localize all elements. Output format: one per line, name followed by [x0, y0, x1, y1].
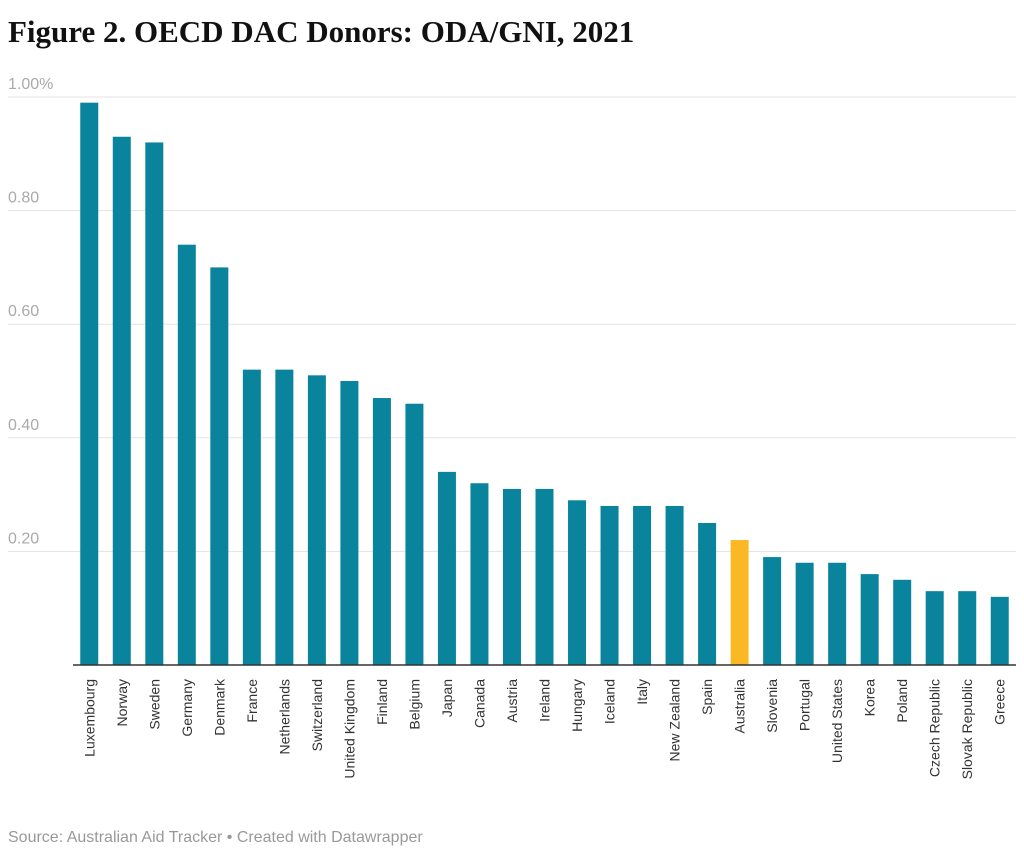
bar	[307, 375, 326, 665]
x-tick-label: Slovenia	[764, 679, 780, 733]
source-note: Source: Australian Aid Tracker • Created…	[8, 829, 423, 846]
bar	[145, 142, 164, 665]
bar	[405, 403, 424, 665]
bar	[437, 471, 456, 665]
bar	[990, 596, 1009, 665]
bar	[470, 483, 489, 665]
bar	[600, 505, 619, 665]
x-tick-label: Netherlands	[276, 679, 292, 755]
bar	[633, 505, 652, 665]
x-tick-label: Ireland	[537, 679, 553, 722]
x-tick-label: Greece	[992, 679, 1008, 725]
x-tick-label: Germany	[179, 679, 195, 737]
y-tick-label: 0.60	[8, 303, 39, 320]
y-tick-label: 0.20	[8, 530, 39, 547]
bar	[893, 579, 912, 665]
bar	[340, 381, 359, 665]
chart-title: Figure 2. OECD DAC Donors: ODA/GNI, 2021	[8, 14, 634, 49]
x-tick-label: Austria	[504, 679, 520, 723]
bar	[80, 102, 99, 666]
x-tick-label: Iceland	[602, 679, 618, 724]
x-tick-label: Italy	[634, 679, 650, 705]
y-tick-label: 1.00%	[8, 76, 53, 93]
bar	[568, 500, 587, 665]
bar	[372, 398, 391, 665]
y-tick-label: 0.40	[8, 417, 39, 434]
x-tick-label: France	[244, 679, 260, 723]
bar	[242, 369, 261, 665]
bar	[275, 369, 294, 665]
x-tick-label: Czech Republic	[927, 679, 943, 777]
bar	[177, 244, 196, 665]
bar	[210, 267, 229, 665]
x-tick-label: Poland	[894, 679, 910, 723]
x-tick-label: United States	[829, 679, 845, 763]
bar	[795, 562, 814, 665]
x-tick-label: Korea	[862, 679, 878, 717]
bar	[860, 574, 879, 665]
bar	[665, 505, 684, 665]
x-tick-label: Switzerland	[309, 679, 325, 751]
bar	[925, 591, 944, 665]
x-tick-label: Norway	[114, 679, 130, 726]
x-tick-label: Denmark	[211, 678, 227, 736]
x-tick-label: New Zealand	[667, 679, 683, 762]
bar	[730, 540, 749, 665]
x-tick-label: Portugal	[797, 679, 813, 731]
bar	[958, 591, 977, 665]
x-tick-label: United Kingdom	[341, 679, 357, 779]
x-tick-label: Luxembourg	[81, 679, 97, 757]
x-tick-label: Belgium	[406, 679, 422, 730]
x-tick-label: Finland	[374, 679, 390, 725]
bar	[502, 488, 521, 665]
x-tick-label: Sweden	[146, 679, 162, 730]
bar	[763, 557, 782, 665]
x-tick-label: Canada	[471, 679, 487, 728]
y-tick-label: 0.80	[8, 190, 39, 207]
bar	[535, 488, 554, 665]
x-tick-label: Slovak Republic	[959, 679, 975, 779]
bar	[112, 136, 131, 665]
bar	[828, 562, 847, 665]
x-tick-label: Japan	[439, 679, 455, 717]
bar	[698, 523, 717, 665]
x-tick-label: Australia	[732, 679, 748, 734]
x-tick-label: Hungary	[569, 679, 585, 732]
x-tick-label: Spain	[699, 679, 715, 715]
